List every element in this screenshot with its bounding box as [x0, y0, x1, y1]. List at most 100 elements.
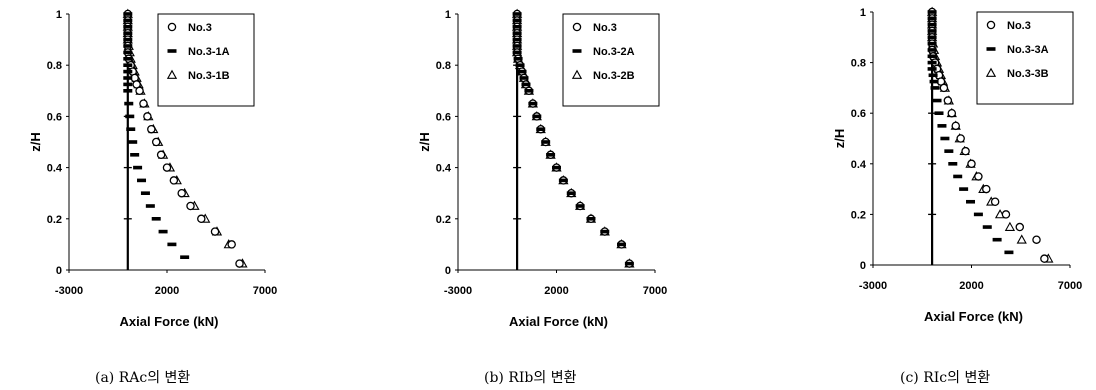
- data-point-dash: [512, 25, 522, 29]
- x-tick-label: -3000: [444, 285, 472, 297]
- data-point-circle: [1032, 235, 1041, 244]
- data-point-dash: [558, 178, 568, 183]
- data-point-dash: [959, 187, 969, 191]
- x-tick-label: 7000: [1058, 280, 1082, 292]
- x-tick-label: 2000: [544, 285, 568, 297]
- data-point-dash: [966, 199, 976, 204]
- data-point-dash: [145, 204, 155, 208]
- data-point-circle: [186, 201, 195, 211]
- x-tick-label: 7000: [253, 285, 277, 297]
- data-point-dash: [930, 86, 940, 90]
- legend-label: No.3: [593, 22, 617, 34]
- data-point-dash: [128, 140, 138, 144]
- y-axis-label: z/H: [417, 132, 432, 152]
- y-tick-label: 0.2: [851, 209, 866, 221]
- data-point-circle: [169, 176, 179, 185]
- legend-label: No.3-3B: [1007, 68, 1049, 80]
- x-tick-label: 2000: [959, 280, 983, 292]
- data-point-dash: [137, 178, 147, 183]
- legend-marker-dash: [986, 47, 996, 51]
- legend-label: No.3: [188, 22, 212, 34]
- data-point-dash: [566, 191, 576, 195]
- legend-marker-circle: [572, 22, 582, 32]
- y-tick-label: 0.6: [436, 111, 451, 123]
- y-tick-label: 0: [445, 265, 451, 277]
- x-axis-label: Axial Force (kN): [120, 314, 219, 329]
- data-point-dash: [528, 101, 538, 106]
- data-point-circle: [961, 146, 970, 156]
- data-point-dash: [124, 101, 134, 106]
- y-tick-label: 1: [445, 9, 451, 21]
- legend-label: No.3-1A: [188, 46, 230, 58]
- legend-label: No.3: [1007, 20, 1031, 32]
- data-point-circle: [197, 214, 206, 224]
- data-point-dash: [982, 225, 992, 229]
- data-point-circle: [227, 240, 236, 249]
- data-point-dash: [123, 69, 133, 74]
- data-point-dash: [532, 114, 542, 119]
- data-point-dash: [927, 22, 937, 27]
- y-tick-label: 0: [56, 265, 62, 277]
- data-point-circle: [162, 163, 172, 172]
- data-point-dash: [130, 153, 140, 157]
- data-point-dash: [123, 63, 133, 67]
- panel-caption: (a) RAc의 변환: [95, 370, 190, 386]
- y-axis-label: z/H: [832, 129, 847, 149]
- data-point-dash: [937, 124, 947, 128]
- data-point-dash: [513, 57, 523, 61]
- x-tick-label: 7000: [643, 285, 667, 297]
- data-point-dash: [536, 127, 546, 131]
- data-point-circle: [210, 227, 220, 236]
- data-point-dash: [123, 89, 133, 93]
- y-tick-label: 0.2: [436, 214, 451, 226]
- data-point-circle: [1001, 210, 1011, 219]
- data-point-dash: [521, 82, 531, 87]
- data-point-dash: [927, 41, 937, 46]
- legend-marker-dash: [572, 49, 582, 53]
- data-point-dash: [927, 48, 937, 52]
- data-point-dash: [512, 50, 522, 55]
- x-tick-label: -3000: [55, 285, 83, 297]
- data-point-circle: [943, 96, 953, 105]
- y-tick-label: 0.4: [851, 159, 867, 171]
- data-point-dash: [927, 67, 937, 71]
- data-point-dash: [512, 37, 522, 42]
- data-point-dash: [123, 31, 133, 35]
- data-point-circle: [177, 188, 186, 198]
- data-point-circle: [951, 121, 960, 131]
- data-point-circle: [947, 108, 957, 118]
- data-point-dash: [927, 16, 937, 21]
- y-tick-label: 0.4: [47, 163, 63, 175]
- data-point-dash: [125, 114, 135, 119]
- data-point-dash: [929, 79, 939, 84]
- x-tick-label: -3000: [859, 280, 887, 292]
- data-point-dash: [927, 54, 937, 59]
- data-point-dash: [932, 98, 942, 103]
- legend-marker-circle: [986, 20, 996, 30]
- y-tick-label: 0.2: [47, 214, 62, 226]
- data-point-dash: [948, 162, 958, 166]
- data-point-circle: [151, 137, 161, 147]
- x-axis-label: Axial Force (kN): [509, 314, 608, 329]
- data-point-dash: [927, 60, 937, 65]
- data-point-dash: [973, 212, 983, 217]
- data-point-dash: [517, 69, 527, 74]
- data-point-dash: [546, 153, 556, 157]
- y-tick-label: 1: [56, 9, 62, 21]
- y-tick-label: 0: [860, 260, 866, 272]
- legend-marker-circle: [167, 22, 177, 32]
- data-point-dash: [126, 127, 136, 131]
- data-point-circle: [974, 172, 983, 181]
- data-point-dash: [167, 242, 177, 247]
- x-axis-label: Axial Force (kN): [924, 309, 1023, 324]
- data-point-circle: [143, 112, 152, 121]
- y-tick-label: 0.8: [436, 60, 451, 72]
- data-point-dash: [600, 229, 610, 234]
- data-point-dash: [928, 73, 938, 78]
- data-point-dash: [519, 76, 529, 80]
- data-point-circle: [956, 134, 965, 143]
- data-point-circle: [939, 83, 949, 93]
- legend-label: No.3-2A: [593, 46, 635, 58]
- data-point-dash: [123, 37, 133, 42]
